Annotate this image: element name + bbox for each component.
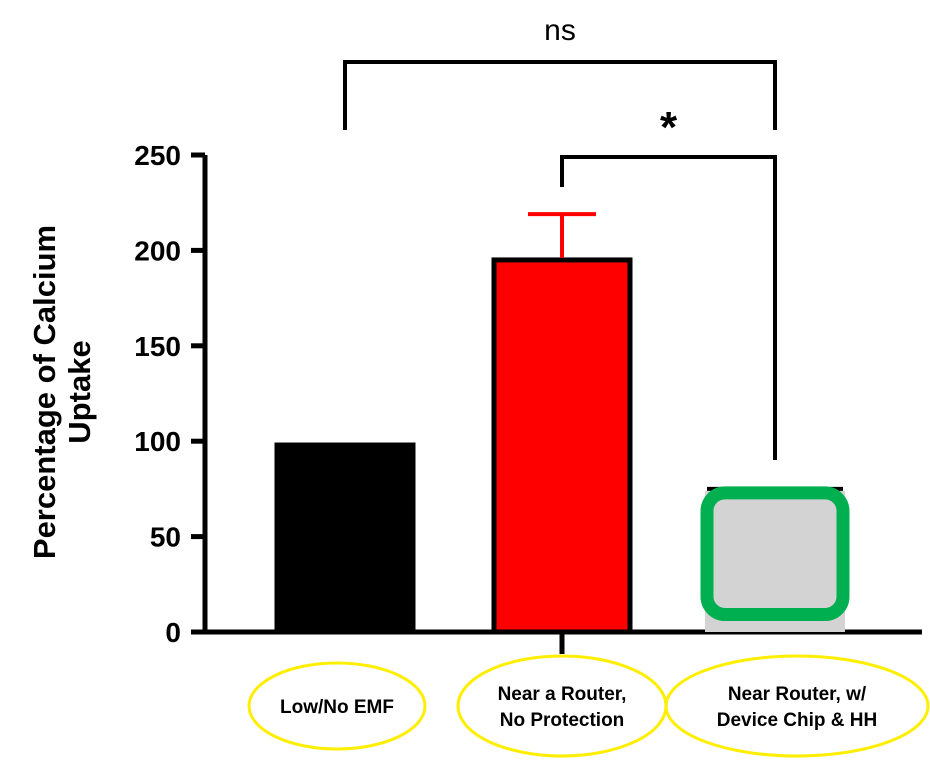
- category-label-line1: Low/No EMF: [280, 697, 394, 718]
- bar: [700, 486, 850, 622]
- y-tick-label: 200: [134, 235, 181, 266]
- y-tick-label: 0: [165, 617, 181, 648]
- significance-label: *: [660, 103, 678, 152]
- y-axis-title-line1: Percentage of Calcium: [27, 225, 62, 559]
- significance-bracket: [560, 155, 777, 460]
- bar: [491, 257, 633, 635]
- category-label-ellipse: [247, 661, 427, 751]
- y-tick-label: 100: [134, 426, 181, 457]
- y-axis-ticks: 0 50 100 150 200 250: [134, 140, 205, 648]
- category-label-line2: No Protection: [500, 710, 625, 731]
- significance-label: ns: [544, 14, 576, 47]
- category-label-line1: Near Router, w/: [728, 684, 867, 705]
- category-label-line1: Near a Router,: [498, 684, 627, 705]
- y-axis-title: Percentage of Calcium Uptake: [27, 225, 97, 559]
- y-tick-label: 50: [150, 522, 181, 553]
- y-tick-label: 250: [134, 140, 181, 171]
- y-axis-title-line2: Uptake: [62, 340, 97, 443]
- category-labels: Low/No EMF Near a Router, No Protection Nea…: [247, 654, 930, 758]
- category-label-ellipse: [664, 654, 930, 758]
- significance-bracket: [343, 60, 777, 130]
- bars: [274, 257, 850, 635]
- category-label-line2: Device Chip & HH: [717, 710, 877, 731]
- y-tick-label: 150: [134, 331, 181, 362]
- significance-brackets: ns *: [343, 14, 777, 460]
- category-label-ellipse: [456, 654, 668, 758]
- error-bars: [528, 212, 596, 258]
- bar: [274, 442, 416, 635]
